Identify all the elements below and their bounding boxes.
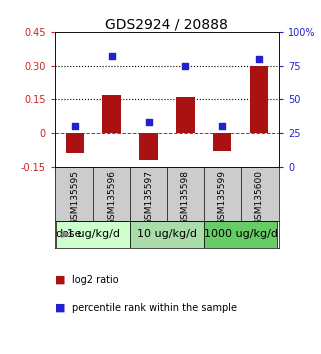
Point: [220, 124, 225, 129]
Bar: [56, 221, 130, 248]
Text: percentile rank within the sample: percentile rank within the sample: [72, 303, 237, 313]
Text: GSM135598: GSM135598: [181, 170, 190, 224]
Title: GDS2924 / 20888: GDS2924 / 20888: [106, 18, 228, 32]
Text: GSM135597: GSM135597: [144, 170, 153, 224]
Bar: [250, 65, 268, 133]
Bar: [139, 133, 158, 160]
Bar: [130, 221, 204, 248]
Text: 10 ug/kg/d: 10 ug/kg/d: [137, 229, 197, 239]
Text: dose: dose: [56, 229, 82, 239]
Point: [183, 63, 188, 68]
Text: ■: ■: [55, 303, 65, 313]
Text: GSM135599: GSM135599: [218, 170, 227, 224]
Text: ■: ■: [55, 275, 65, 285]
Text: 1000 ug/kg/d: 1000 ug/kg/d: [204, 229, 278, 239]
Text: GSM135595: GSM135595: [70, 170, 79, 224]
Bar: [204, 221, 277, 248]
Bar: [176, 97, 195, 133]
Point: [146, 119, 151, 125]
Text: GSM135596: GSM135596: [107, 170, 116, 224]
Bar: [213, 133, 231, 151]
Text: log2 ratio: log2 ratio: [72, 275, 119, 285]
Text: GSM135600: GSM135600: [255, 170, 264, 224]
Bar: [102, 95, 121, 133]
Point: [256, 56, 262, 62]
Bar: [65, 133, 84, 153]
Point: [109, 53, 114, 59]
Text: 1 ug/kg/d: 1 ug/kg/d: [67, 229, 120, 239]
Point: [72, 124, 77, 129]
